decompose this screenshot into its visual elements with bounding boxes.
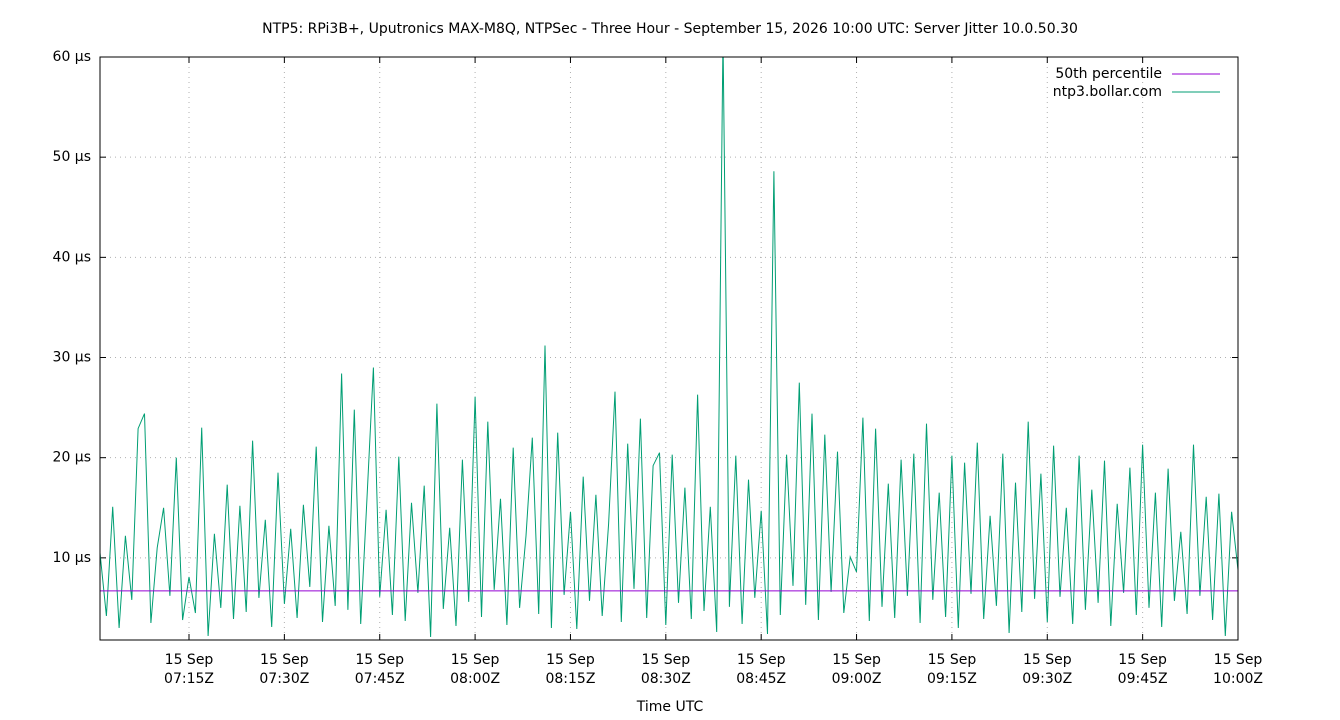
x-tick-label: 15 Sep [546,652,595,668]
x-tick-label: 07:45Z [355,671,405,687]
x-tick-label: 09:00Z [832,671,882,687]
x-tick-label: 07:30Z [259,671,309,687]
x-tick-label: 15 Sep [928,652,977,668]
x-tick-label: 08:00Z [450,671,500,687]
series-line [100,57,1238,638]
y-tick-label: 40 µs [53,249,91,265]
x-tick-label: 15 Sep [1118,652,1167,668]
x-tick-label: 08:45Z [736,671,786,687]
x-tick-label: 08:30Z [641,671,691,687]
x-tick-label: 07:15Z [164,671,214,687]
x-tick-label: 09:45Z [1118,671,1168,687]
y-tick-label: 10 µs [53,550,91,566]
x-tick-label: 15 Sep [641,652,690,668]
y-tick-label: 30 µs [53,350,91,366]
x-tick-label: 09:30Z [1022,671,1072,687]
chart-title: NTP5: RPi3B+, Uputronics MAX-M8Q, NTPSec… [262,21,1078,37]
x-tick-label: 08:15Z [545,671,595,687]
x-tick-label: 15 Sep [1023,652,1072,668]
legend-label: 50th percentile [1055,66,1162,82]
x-tick-label: 15 Sep [165,652,214,668]
y-tick-label: 60 µs [53,49,91,65]
legend-label: ntp3.bollar.com [1053,84,1162,100]
x-tick-label: 15 Sep [737,652,786,668]
x-tick-label: 09:15Z [927,671,977,687]
x-tick-label: 15 Sep [832,652,881,668]
y-tick-label: 20 µs [53,450,91,466]
x-tick-label: 15 Sep [355,652,404,668]
x-tick-label: 15 Sep [451,652,500,668]
x-axis-label: Time UTC [636,699,704,715]
y-tick-label: 50 µs [53,149,91,165]
x-tick-label: 15 Sep [1214,652,1263,668]
x-tick-label: 10:00Z [1213,671,1263,687]
plot-frame [99,56,1239,641]
x-tick-label: 15 Sep [260,652,309,668]
